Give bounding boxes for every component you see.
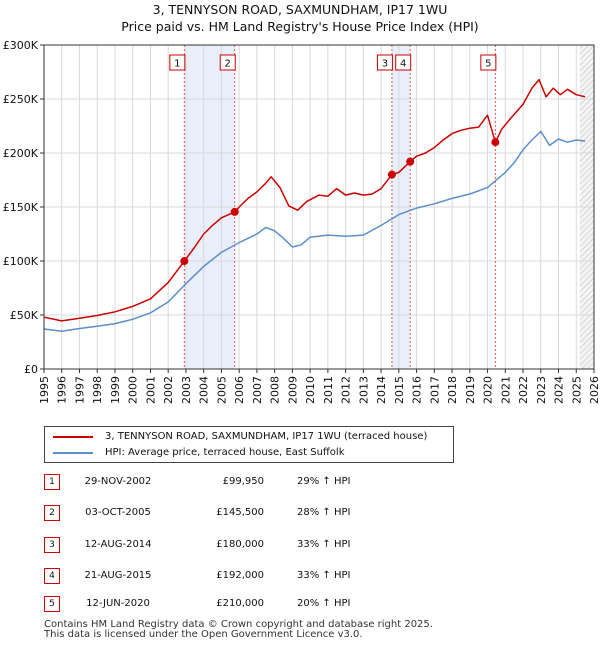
sale-marker-box <box>395 54 412 71</box>
x-tick-label: 2026 <box>588 376 600 404</box>
x-tick-label: 2010 <box>304 376 317 404</box>
sale-point <box>406 157 415 166</box>
sale-point <box>387 170 396 179</box>
sale-point <box>491 138 500 147</box>
sale-marker-box <box>376 54 393 71</box>
hpi-series-line <box>43 130 586 332</box>
marker-badge: 5 <box>44 596 60 612</box>
y-tick-label: £150K <box>3 201 39 214</box>
legend-swatch-hpi <box>53 452 93 454</box>
sale-marker-label: 3 <box>382 59 388 70</box>
x-tick-label: 2022 <box>517 376 530 404</box>
chart-title: 3, TENNYSON ROAD, SAXMUNDHAM, IP17 1WU <box>152 2 448 17</box>
x-tick-label: 2009 <box>286 376 299 404</box>
y-tick-label: £50K <box>10 309 39 322</box>
sale-marker-box <box>219 54 236 71</box>
hpi-change: 33% ↑ HPI <box>297 539 351 550</box>
sale-point <box>230 207 239 216</box>
x-tick-label: 2021 <box>499 376 512 404</box>
x-tick-label: 2003 <box>180 376 193 404</box>
x-tick-label: 2020 <box>482 376 495 404</box>
x-tick-label: 1995 <box>38 376 51 404</box>
marker-badge: 1 <box>44 474 60 490</box>
table-row: 2 03-OCT-2005 £145,500 28% ↑ HPI <box>0 503 600 523</box>
y-tick-label: £200K <box>3 147 39 160</box>
sale-marker-label: 2 <box>225 59 231 70</box>
legend: 3, TENNYSON ROAD, SAXMUNDHAM, IP17 1WU (… <box>44 426 454 463</box>
x-tick-label: 2015 <box>393 376 406 404</box>
x-tick-label: 1997 <box>73 376 86 404</box>
marker-badge: 4 <box>44 568 60 584</box>
y-tick-label: £300K <box>3 39 39 52</box>
sale-date: 12-JUN-2020 <box>86 598 150 609</box>
sale-date: 21-AUG-2015 <box>84 570 152 581</box>
sale-marker-label: 5 <box>485 59 491 70</box>
x-tick-label: 2014 <box>375 376 388 404</box>
x-tick-label: 2008 <box>269 376 282 404</box>
sale-price: £210,000 <box>216 598 264 609</box>
sale-date: 03-OCT-2005 <box>85 507 151 518</box>
sale-date: 29-NOV-2002 <box>84 476 152 487</box>
sale-point <box>180 257 189 266</box>
x-tick-label: 2001 <box>144 376 157 404</box>
x-tick-label: 2018 <box>446 376 459 404</box>
x-tick-label: 1999 <box>109 376 122 404</box>
x-tick-label: 1996 <box>56 376 69 404</box>
marker-badge: 3 <box>44 537 60 553</box>
y-tick-label: £250K <box>3 93 39 106</box>
x-tick-label: 2023 <box>535 376 548 404</box>
x-tick-label: 2000 <box>127 376 140 404</box>
x-tick-label: 2016 <box>411 376 424 404</box>
property-series-line <box>43 78 586 322</box>
footer: Contains HM Land Registry data © Crown c… <box>44 620 433 640</box>
legend-label-property: 3, TENNYSON ROAD, SAXMUNDHAM, IP17 1WU (… <box>105 431 428 442</box>
sale-marker-box <box>169 54 186 71</box>
x-tick-label: 2025 <box>570 376 583 404</box>
table-row: 1 29-NOV-2002 £99,950 29% ↑ HPI <box>0 472 600 492</box>
footer-copyright: Contains HM Land Registry data © Crown c… <box>44 619 433 630</box>
table-row: 4 21-AUG-2015 £192,000 33% ↑ HPI <box>0 566 600 586</box>
x-tick-label: 2006 <box>233 376 246 404</box>
legend-swatch-property <box>53 436 93 438</box>
marker-badge: 2 <box>44 505 60 521</box>
hpi-change: 28% ↑ HPI <box>297 507 351 518</box>
x-tick-label: 2012 <box>340 376 353 404</box>
x-tick-label: 2017 <box>428 376 441 404</box>
hpi-change: 29% ↑ HPI <box>297 476 351 487</box>
legend-label-hpi: HPI: Average price, terraced house, East… <box>105 447 345 458</box>
chart-subtitle: Price paid vs. HM Land Registry's House … <box>121 19 479 34</box>
hpi-change: 20% ↑ HPI <box>297 598 351 609</box>
y-tick-label: £100K <box>3 255 39 268</box>
sale-marker-label: 4 <box>400 59 406 70</box>
sale-price: £192,000 <box>216 570 264 581</box>
y-tick-label: £0 <box>24 363 38 376</box>
x-tick-label: 2019 <box>464 376 477 404</box>
x-tick-label: 2005 <box>215 376 228 404</box>
x-tick-label: 2011 <box>322 376 335 404</box>
footer-licence: This data is licensed under the Open Gov… <box>44 629 363 640</box>
sale-price: £180,000 <box>216 539 264 550</box>
sale-date: 12-AUG-2014 <box>84 539 152 550</box>
sale-marker-box <box>480 54 497 71</box>
sale-price: £145,500 <box>216 507 264 518</box>
x-tick-label: 2013 <box>357 376 370 404</box>
sale-marker-label: 1 <box>174 59 180 70</box>
x-tick-label: 2002 <box>162 376 175 404</box>
x-tick-label: 2007 <box>251 376 264 404</box>
table-row: 5 12-JUN-2020 £210,000 20% ↑ HPI <box>0 594 600 614</box>
hpi-change: 33% ↑ HPI <box>297 570 351 581</box>
x-tick-label: 2024 <box>553 376 566 404</box>
sale-price: £99,950 <box>222 476 264 487</box>
x-tick-label: 2004 <box>198 376 211 404</box>
price-chart: 1 2 3 4 5 £0 £50K £100K £150K £200K £250K £300K 19… <box>3 39 600 404</box>
table-row: 3 12-AUG-2014 £180,000 33% ↑ HPI <box>0 535 600 555</box>
x-tick-label: 1998 <box>91 376 104 404</box>
